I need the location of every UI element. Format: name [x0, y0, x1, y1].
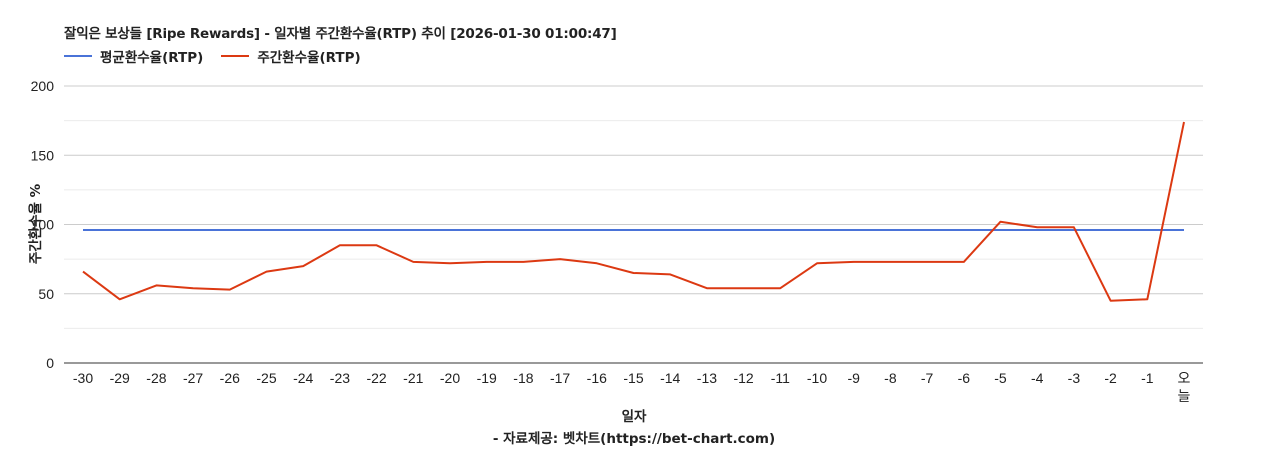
x-tick-label: 오	[1178, 371, 1191, 387]
x-tick-label: -7	[921, 370, 934, 386]
x-tick-label: -5	[994, 370, 1007, 386]
x-tick-label: -26	[220, 370, 240, 386]
x-tick-label: -23	[330, 370, 350, 386]
x-tick-label: -6	[958, 370, 971, 386]
y-tick-label: 50	[38, 286, 54, 302]
x-tick-label: -24	[293, 370, 313, 386]
x-tick-label: -29	[110, 370, 130, 386]
legend-item-average-rtp[interactable]: 평균환수율(RTP)	[64, 46, 203, 66]
y-tick-label: 100	[31, 217, 55, 233]
x-tick-label: -9	[847, 370, 860, 386]
x-tick-label: -27	[183, 370, 203, 386]
chart-title: 잘익은 보상들 [Ripe Rewards] - 일자별 주간환수율(RTP) …	[64, 26, 617, 42]
data-credit: - 자료제공: 벳차트(https://bet-chart.com)	[492, 431, 776, 447]
x-tick-label: -8	[884, 370, 897, 386]
x-tick-label: -4	[1031, 370, 1044, 386]
legend-swatch-red-icon	[221, 55, 250, 57]
weekly-rtp-line[interactable]	[82, 121, 1185, 302]
legend: 평균환수율(RTP) 주간환수율(RTP)	[64, 46, 379, 66]
x-tick-label: -30	[73, 370, 93, 386]
x-tick-label: -28	[146, 370, 166, 386]
y-tick-label: 150	[31, 147, 55, 163]
y-tick-label: 200	[31, 78, 55, 94]
x-tick-label: -19	[477, 370, 497, 386]
x-tick-label: -16	[587, 370, 607, 386]
x-tick-label: -2	[1104, 370, 1117, 386]
legend-label: 주간환수율(RTP)	[257, 50, 361, 66]
y-axis-title: 주간환수율 %	[28, 183, 44, 265]
x-tick-label: -18	[513, 370, 533, 386]
legend-swatch-blue-icon	[64, 55, 92, 57]
legend-item-weekly-rtp[interactable]: 주간환수율(RTP)	[221, 46, 361, 66]
x-tick-label: -22	[366, 370, 386, 386]
x-tick-label: -17	[550, 370, 570, 386]
x-tick-label: -11	[771, 370, 790, 386]
x-tick-label: -10	[807, 370, 827, 386]
x-tick-label: -14	[660, 370, 680, 386]
x-tick-label: -1	[1141, 370, 1154, 386]
x-tick-label: -25	[256, 370, 276, 386]
x-tick-label: -13	[697, 370, 717, 386]
x-tick-label: -15	[623, 370, 643, 386]
legend-label: 평균환수율(RTP)	[100, 50, 204, 66]
y-tick-label: 0	[46, 355, 54, 371]
x-tick-label: -21	[403, 370, 423, 386]
x-tick-label: -20	[440, 370, 460, 386]
x-tick-label: 늘	[1178, 389, 1191, 405]
x-axis-title: 일자	[621, 409, 647, 425]
x-tick-label: -3	[1068, 370, 1081, 386]
x-tick-label: -12	[733, 370, 753, 386]
